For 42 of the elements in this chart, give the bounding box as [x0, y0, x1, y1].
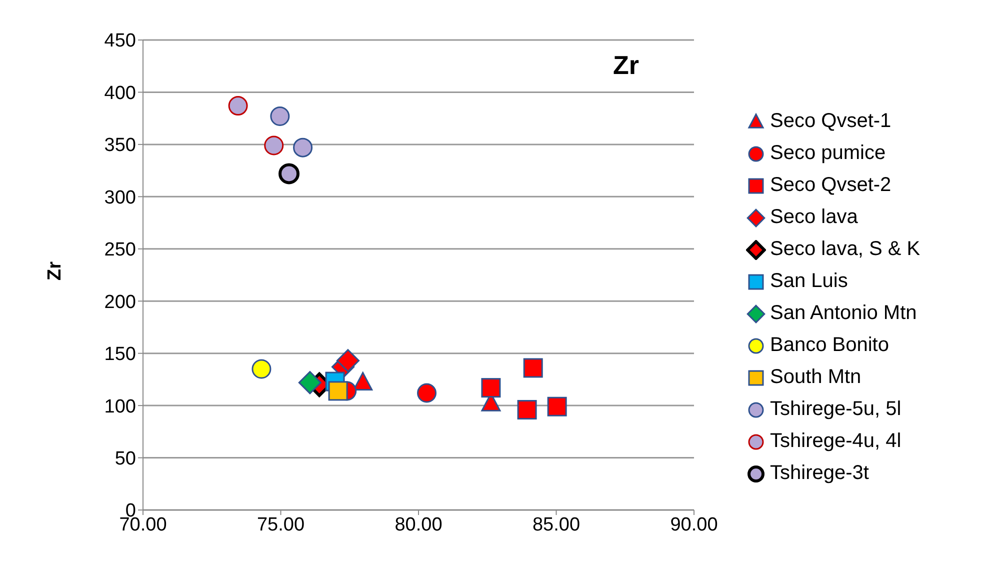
y-tick-label: 100	[104, 396, 136, 418]
point	[353, 372, 373, 391]
legend-label: Tshirege-3t	[770, 462, 869, 485]
legend-label: Seco lava, S & K	[770, 238, 920, 261]
point	[298, 371, 322, 394]
x-tick-label: 75.00	[256, 514, 305, 536]
point	[328, 381, 348, 401]
point	[547, 396, 567, 416]
y-tick-label: 450	[104, 30, 136, 52]
legend-label: Seco Qvset-1	[770, 110, 892, 133]
y-tick-label: 50	[114, 448, 136, 470]
legend-label: Tshirege-5u, 5l	[770, 398, 902, 421]
y-tick-label: 300	[104, 187, 136, 208]
point	[270, 106, 290, 126]
chart-title: Zr	[613, 50, 639, 81]
y-tick-label: 250	[104, 240, 136, 261]
point	[523, 358, 543, 378]
point	[278, 163, 300, 184]
point	[228, 96, 248, 116]
y-tick-label: 200	[104, 292, 136, 313]
point	[252, 359, 272, 379]
y-axis-title: Zr	[44, 262, 66, 280]
x-tick-label: 85.00	[532, 514, 580, 536]
point	[481, 378, 501, 398]
legend-label: Tshirege-4u, 4l	[770, 430, 902, 453]
point	[293, 138, 313, 158]
x-tick-label: 90.00	[670, 514, 718, 536]
y-tick-label: 150	[104, 344, 136, 366]
x-tick-label: 80.00	[394, 514, 442, 536]
point	[336, 349, 360, 372]
legend-label: Seco Qvset-2	[770, 174, 892, 197]
legend-label: Seco lava	[770, 206, 858, 229]
y-tick-label: 400	[104, 82, 136, 104]
legend-label: South Mtn	[770, 366, 862, 389]
legend-label: Seco pumice	[770, 142, 886, 165]
legend-label: Banco Bonito	[770, 334, 889, 357]
legend-label: San Antonio Mtn	[770, 302, 917, 325]
point	[517, 400, 537, 420]
point	[417, 383, 437, 403]
legend-label: San Luis	[770, 270, 848, 293]
point	[264, 136, 284, 156]
y-tick-label: 350	[104, 135, 136, 156]
